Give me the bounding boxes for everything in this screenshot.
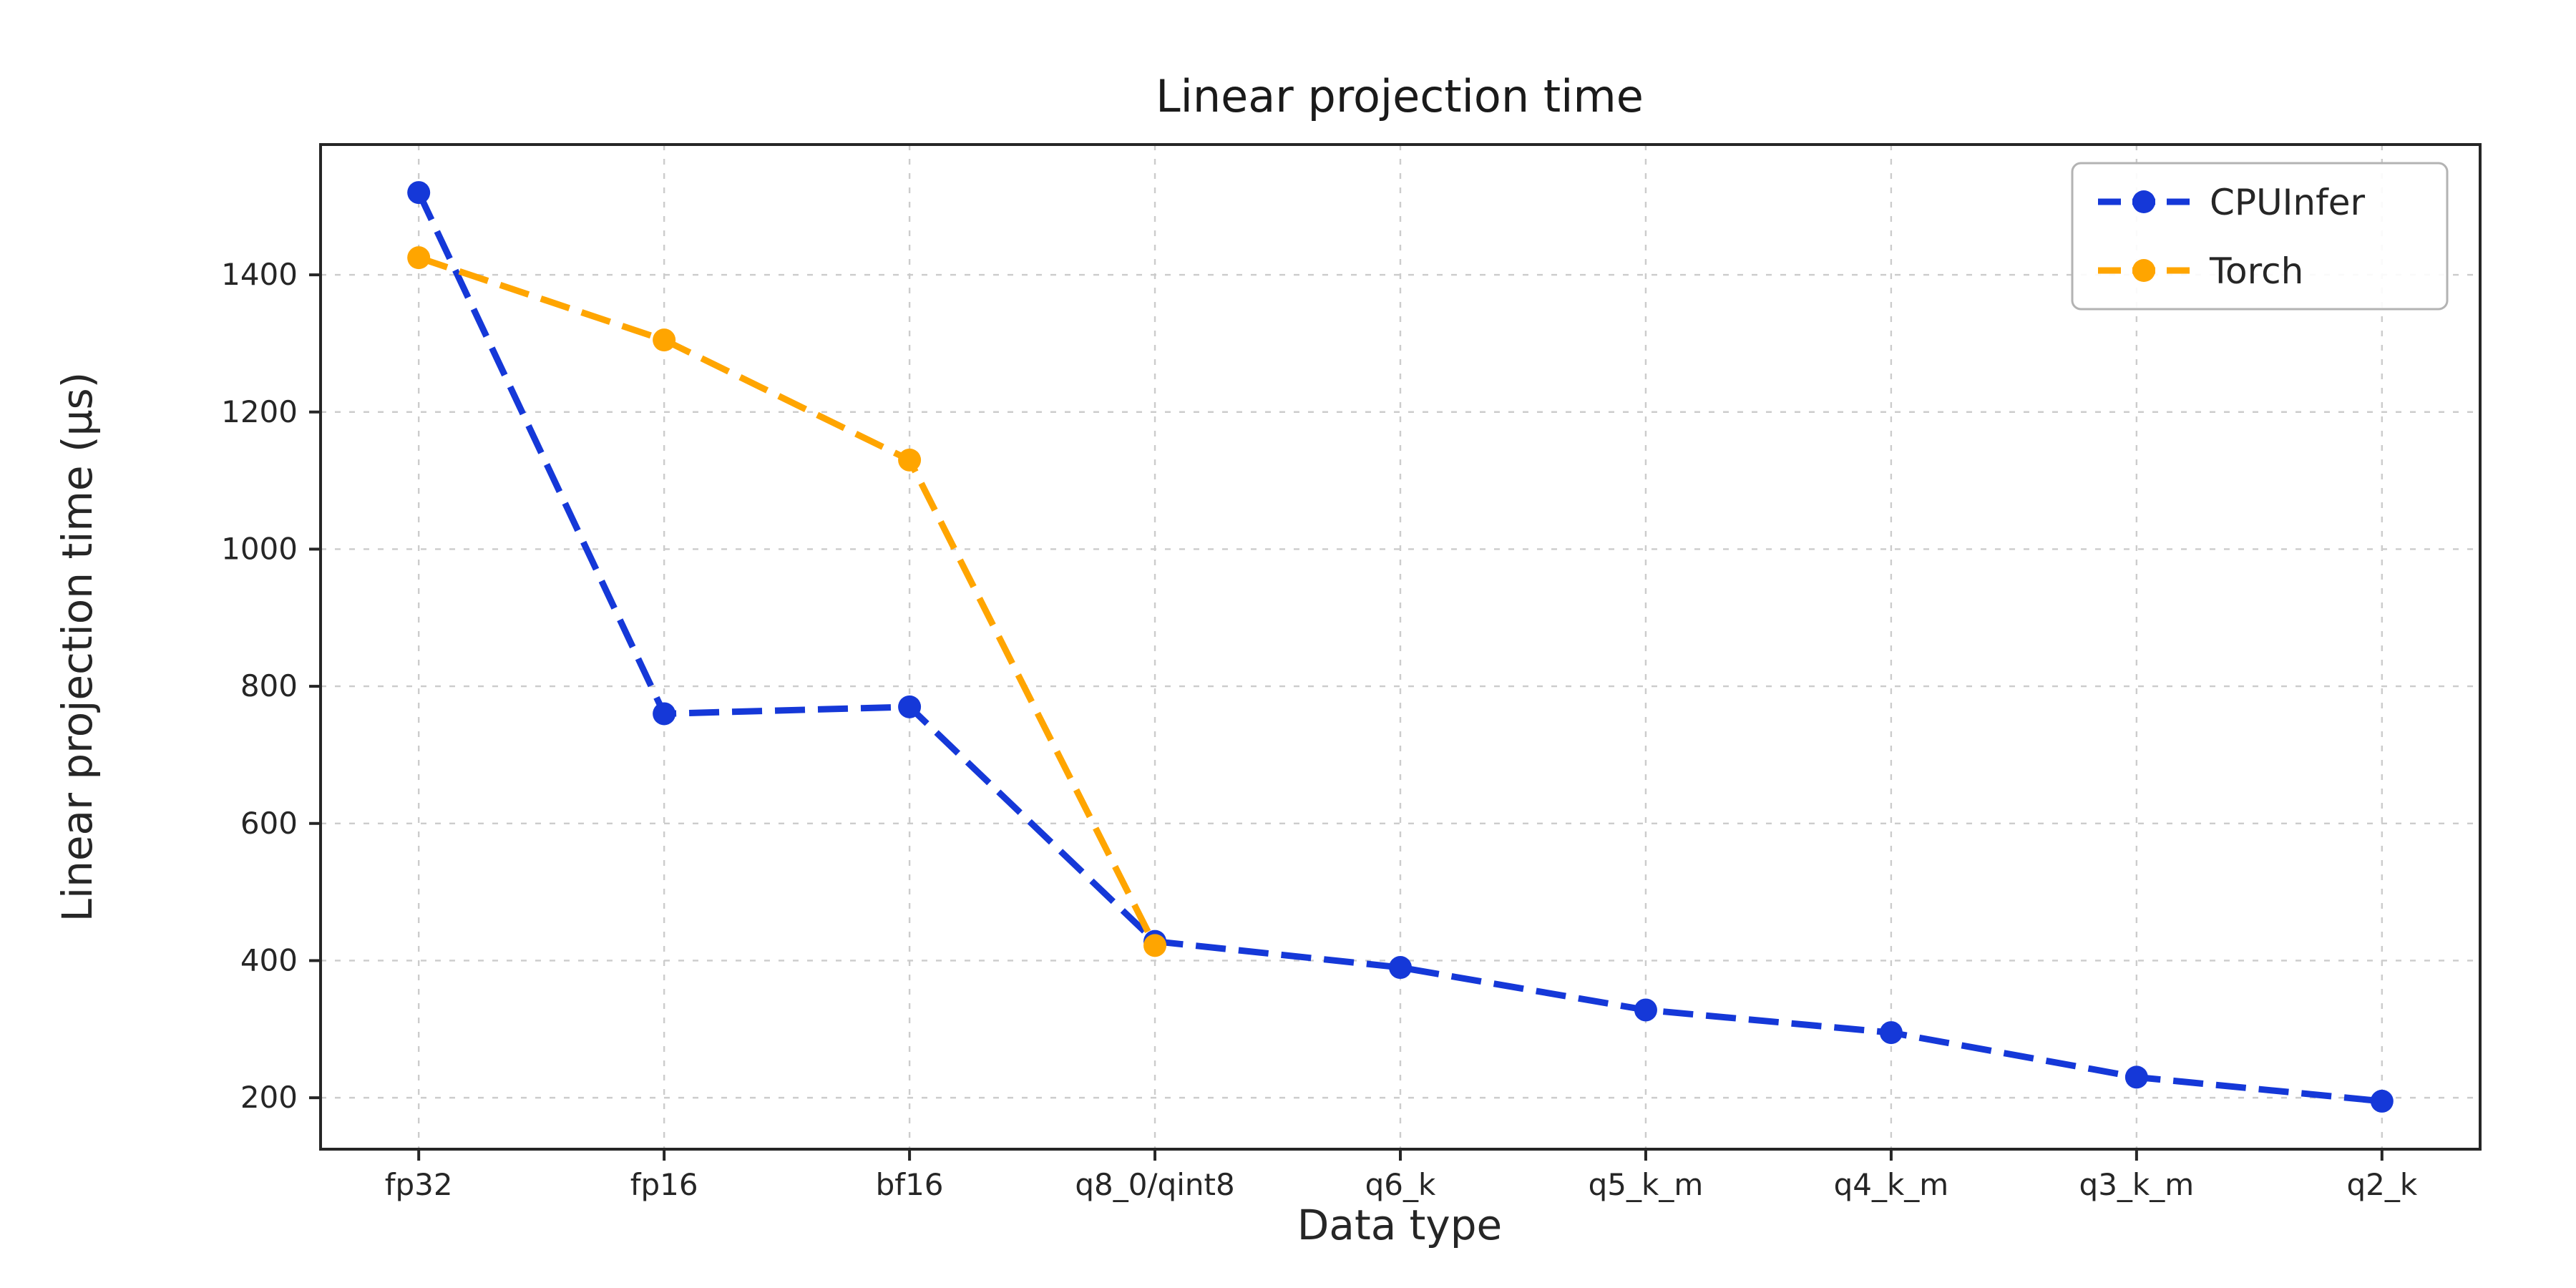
y-tick-label: 800 bbox=[240, 668, 298, 703]
data-point-cpuinfer bbox=[1634, 998, 1657, 1022]
data-point-cpuinfer bbox=[2370, 1089, 2394, 1113]
series-line-torch bbox=[417, 254, 1158, 947]
y-tick-label: 600 bbox=[240, 806, 298, 841]
axes-layer: fp32 fp16 bf16 q8_0/qint8 q6_k q5_k_m q4_k_m q3… bbox=[221, 143, 2482, 1202]
legend-label: CPUInfer bbox=[2210, 182, 2365, 223]
x-axis-label: Data type bbox=[1297, 1201, 1503, 1249]
legend-label: Torch bbox=[2209, 250, 2303, 292]
legend-marker bbox=[2132, 259, 2155, 282]
x-tick-label: q6_k bbox=[1365, 1167, 1436, 1202]
y-axis-label: Linear projection time (µs) bbox=[53, 372, 102, 922]
data-point-torch bbox=[898, 448, 922, 472]
y-tick-label: 1000 bbox=[221, 531, 298, 566]
x-tick-label: q2_k bbox=[2346, 1167, 2417, 1202]
data-point-torch bbox=[1143, 934, 1167, 957]
x-tick-label: q8_0/qint8 bbox=[1075, 1167, 1234, 1202]
legend: CPUInfer Torch bbox=[2071, 162, 2449, 311]
data-point-torch bbox=[407, 246, 431, 270]
legend-box bbox=[2071, 162, 2449, 311]
y-tick-label: 1400 bbox=[221, 257, 298, 292]
series-line-cpuinfer bbox=[416, 191, 2383, 1105]
data-point-torch bbox=[653, 328, 676, 352]
data-point-cpuinfer bbox=[898, 695, 922, 718]
grid-layer bbox=[321, 145, 2480, 1149]
series-layer bbox=[407, 181, 2394, 1113]
x-tick-label: bf16 bbox=[876, 1167, 944, 1202]
x-tick-label: q4_k_m bbox=[1834, 1167, 1949, 1202]
y-tick-label: 400 bbox=[240, 942, 298, 977]
data-point-cpuinfer bbox=[1389, 956, 1412, 980]
x-tick-label: q5_k_m bbox=[1589, 1167, 1704, 1202]
x-tick-label: fp16 bbox=[630, 1167, 698, 1202]
y-tick-label: 200 bbox=[240, 1080, 298, 1115]
data-point-cpuinfer bbox=[407, 181, 431, 205]
legend-marker bbox=[2132, 190, 2155, 213]
data-point-cpuinfer bbox=[2124, 1065, 2148, 1089]
data-point-cpuinfer bbox=[653, 702, 676, 726]
x-tick-label: q3_k_m bbox=[2079, 1167, 2195, 1202]
data-point-cpuinfer bbox=[1879, 1021, 1903, 1045]
x-tick-label: fp32 bbox=[385, 1167, 453, 1202]
chart-title: Linear projection time bbox=[1156, 70, 1644, 122]
y-tick-label: 1200 bbox=[221, 394, 298, 429]
